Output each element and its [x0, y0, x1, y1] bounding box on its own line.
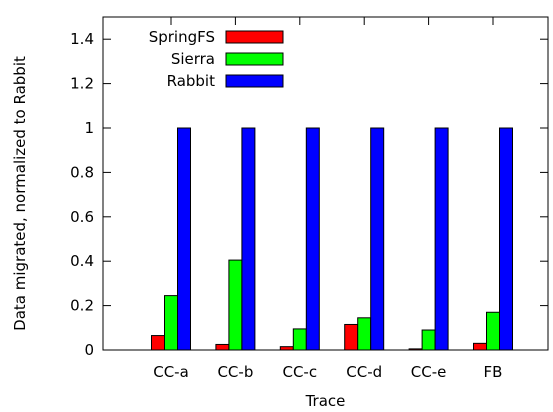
x-tick-label: CC-e [411, 363, 447, 381]
x-tick-label: CC-a [153, 363, 189, 381]
bar-rabbit-cc-e [434, 127, 449, 351]
bar-rabbit-cc-b [241, 127, 256, 351]
x-tick-label: CC-d [346, 363, 382, 381]
bar-sierra-cc-e [421, 329, 436, 351]
y-tick-label: 1.2 [70, 75, 94, 93]
legend: SpringFS Sierra Rabbit [149, 28, 284, 90]
bar-springfs-cc-e [408, 348, 423, 351]
bars [151, 127, 513, 351]
x-axis: CC-a CC-b CC-c CC-d CC-e FB [153, 17, 502, 381]
legend-swatch [225, 74, 284, 88]
bar-sierra-cc-c [292, 328, 307, 351]
legend-label: Sierra [171, 50, 215, 68]
legend-label: Rabbit [167, 72, 215, 90]
y-tick-label: 0.4 [70, 252, 94, 270]
bar-sierra-cc-d [357, 317, 372, 351]
y-tick-label: 0.2 [70, 297, 94, 315]
y-tick-label: 1 [84, 119, 94, 137]
y-tick-label: 1.4 [70, 30, 94, 48]
y-axis-title: Data migrated, normalized to Rabbit [11, 56, 29, 331]
legend-swatch [225, 30, 284, 44]
x-tick-label: CC-b [217, 363, 253, 381]
y-tick-label: 0.6 [70, 208, 94, 226]
legend-label: SpringFS [149, 28, 215, 46]
bar-rabbit-cc-d [370, 127, 385, 351]
bar-rabbit-fb [499, 127, 513, 351]
y-axis: 0 0.2 0.4 0.6 0.8 1 1.2 1.4 [70, 30, 548, 359]
y-tick-label: 0.8 [70, 163, 94, 181]
bar-sierra-cc-a [164, 295, 178, 351]
legend-swatch [225, 52, 284, 66]
x-axis-title: Trace [305, 392, 346, 410]
bar-rabbit-cc-c [305, 127, 320, 351]
plot-border [102, 16, 549, 351]
plot-area [102, 16, 549, 351]
bar-springfs-cc-d [344, 323, 359, 351]
bar-sierra-cc-b [228, 259, 243, 351]
bar-springfs-fb [473, 342, 487, 351]
bar-rabbit-cc-a [177, 127, 191, 351]
bar-springfs-cc-a [151, 335, 165, 351]
y-tick-label: 0 [84, 341, 94, 359]
bar-springfs-cc-c [279, 346, 294, 351]
x-tick-label: CC-c [282, 363, 317, 381]
bar-springfs-cc-b [215, 343, 230, 351]
bar-sierra-fb [486, 311, 500, 351]
x-tick-label: FB [484, 363, 503, 381]
